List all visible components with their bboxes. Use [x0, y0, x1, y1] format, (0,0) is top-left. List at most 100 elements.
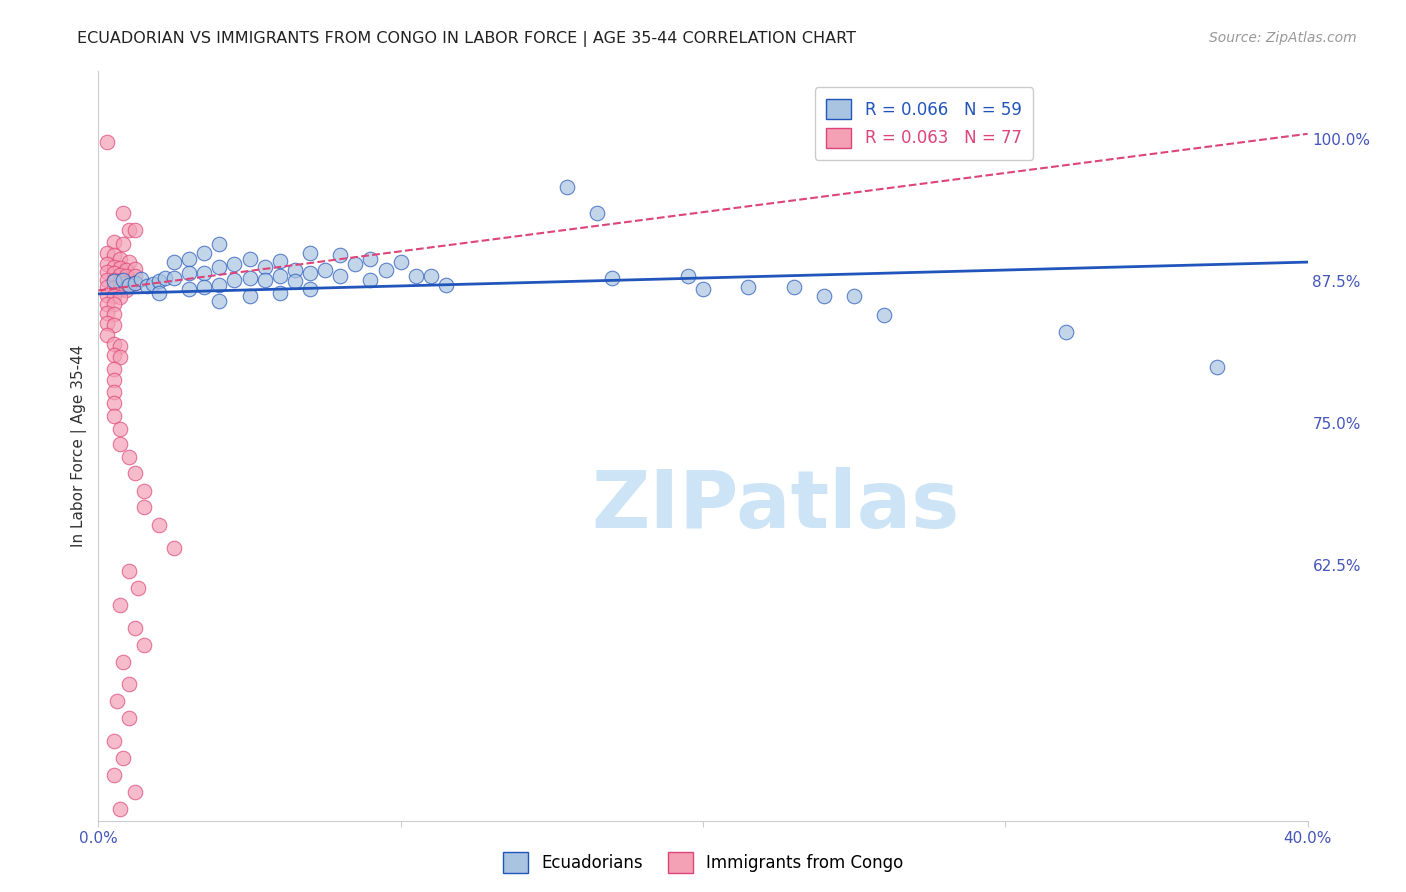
Point	[111, 655, 134, 669]
Point	[135, 279, 157, 293]
Point	[103, 267, 125, 281]
Point	[114, 284, 136, 298]
Point	[103, 273, 125, 287]
Point	[118, 677, 141, 691]
Point	[239, 289, 262, 303]
Point	[179, 282, 201, 296]
Point	[96, 265, 118, 279]
Point	[114, 268, 136, 283]
Point	[299, 267, 322, 281]
Point	[783, 280, 806, 294]
Point	[114, 263, 136, 277]
Point	[103, 768, 125, 782]
Point	[108, 268, 131, 282]
Y-axis label: In Labor Force | Age 35-44: In Labor Force | Age 35-44	[72, 345, 87, 547]
Point	[179, 267, 201, 281]
Point	[344, 257, 367, 271]
Point	[153, 271, 176, 285]
Point	[103, 274, 125, 288]
Point	[108, 260, 131, 275]
Point	[299, 282, 322, 296]
Point	[148, 274, 170, 288]
Point	[124, 268, 146, 283]
Point	[1206, 359, 1229, 374]
Point	[193, 267, 215, 281]
Point	[555, 180, 578, 194]
Point	[163, 255, 186, 269]
Point	[124, 223, 146, 237]
Point	[96, 317, 118, 331]
Point	[103, 384, 125, 399]
Point	[329, 248, 352, 262]
Point	[103, 409, 125, 424]
Point	[179, 252, 201, 266]
Point	[163, 541, 186, 556]
Point	[602, 271, 624, 285]
Point	[1054, 326, 1077, 340]
Point	[193, 280, 215, 294]
Point	[148, 518, 170, 533]
Point	[208, 293, 231, 308]
Point	[103, 396, 125, 410]
Point	[129, 272, 152, 286]
Point	[103, 297, 125, 311]
Point	[224, 257, 246, 271]
Point	[111, 206, 134, 220]
Point	[124, 621, 146, 635]
Point	[108, 252, 131, 266]
Point	[148, 285, 170, 300]
Point	[813, 289, 835, 303]
Point	[118, 223, 141, 237]
Point	[114, 276, 136, 290]
Point	[124, 467, 146, 481]
Point	[108, 422, 131, 436]
Point	[103, 373, 125, 387]
Point	[692, 282, 714, 296]
Point	[96, 327, 118, 342]
Point	[737, 280, 759, 294]
Point	[108, 290, 131, 304]
Point	[111, 236, 134, 251]
Point	[269, 268, 291, 283]
Point	[329, 268, 352, 283]
Point	[103, 307, 125, 321]
Point	[118, 277, 141, 292]
Text: ZIPatlas: ZIPatlas	[592, 467, 960, 545]
Point	[103, 361, 125, 376]
Point	[96, 273, 118, 287]
Text: Source: ZipAtlas.com: Source: ZipAtlas.com	[1209, 31, 1357, 45]
Point	[96, 257, 118, 271]
Point	[103, 348, 125, 362]
Point	[434, 277, 457, 292]
Point	[269, 254, 291, 268]
Point	[105, 694, 128, 708]
Point	[269, 285, 291, 300]
Point	[103, 734, 125, 748]
Point	[108, 351, 131, 365]
Point	[253, 273, 276, 287]
Point	[108, 274, 131, 288]
Point	[118, 564, 141, 578]
Point	[132, 638, 155, 652]
Legend: Ecuadorians, Immigrants from Congo: Ecuadorians, Immigrants from Congo	[496, 846, 910, 880]
Point	[103, 260, 125, 274]
Point	[108, 436, 131, 450]
Point	[108, 282, 131, 296]
Point	[208, 236, 231, 251]
Point	[208, 260, 231, 274]
Point	[103, 248, 125, 262]
Point	[96, 288, 118, 302]
Point	[253, 260, 276, 274]
Point	[676, 268, 699, 283]
Point	[360, 252, 382, 266]
Point	[118, 711, 141, 725]
Point	[193, 246, 215, 260]
Point	[224, 273, 246, 287]
Point	[118, 450, 141, 465]
Point	[96, 135, 118, 149]
Point	[132, 500, 155, 515]
Point	[103, 235, 125, 249]
Point	[239, 271, 262, 285]
Point	[118, 255, 141, 269]
Point	[111, 273, 134, 287]
